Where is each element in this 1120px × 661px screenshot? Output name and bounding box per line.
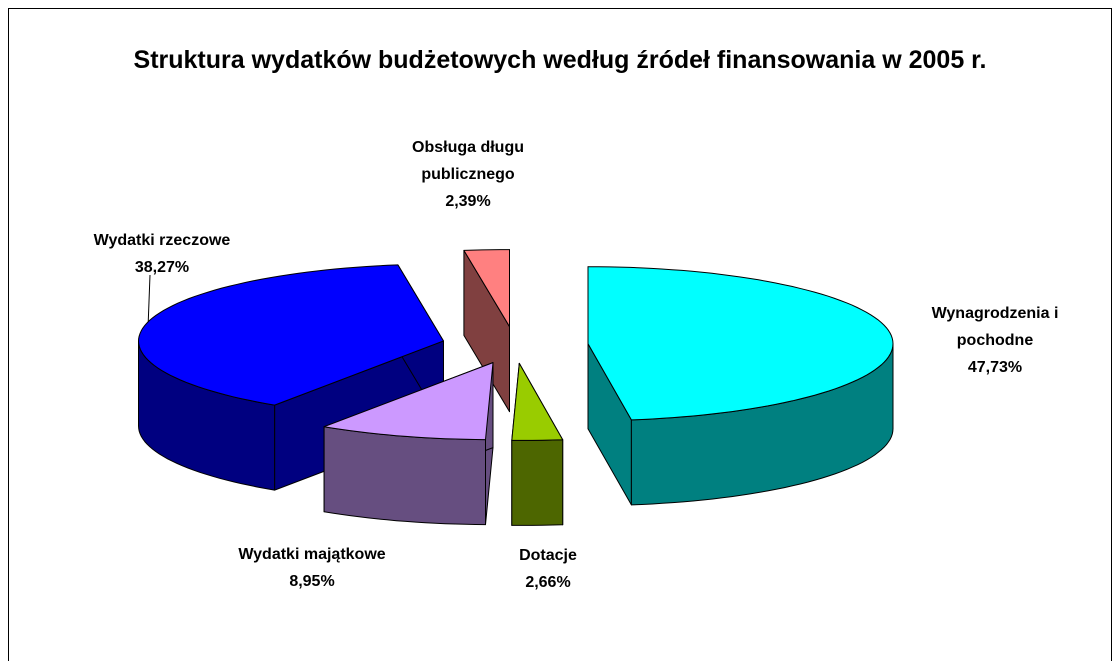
value-label: 2,39% xyxy=(445,193,491,210)
slice xyxy=(587,266,894,421)
value-label: 47,73% xyxy=(967,359,1023,376)
chart-title: Struktura wydatków budżetowych według źr… xyxy=(133,46,987,74)
data-label: Wynagrodzenia i pochodne 47,73% xyxy=(895,300,1095,381)
slice xyxy=(511,362,564,441)
data-label: Wydatki rzeczowe 38,27% xyxy=(42,227,282,281)
data-label: Wydatki majątkowe 8,95% xyxy=(192,541,432,595)
leader-line xyxy=(147,274,151,329)
slice xyxy=(323,362,494,441)
chart-frame xyxy=(8,8,1112,661)
value-label: 8,95% xyxy=(289,573,335,590)
category-label: Obsługa długu publicznego xyxy=(412,139,524,183)
slice xyxy=(463,249,510,328)
category-label: Wydatki rzeczowe xyxy=(93,232,231,249)
data-label: Obsługa długu publicznego 2,39% xyxy=(393,134,543,215)
slice xyxy=(138,264,444,406)
value-label: 2,66% xyxy=(525,574,571,591)
slice-side xyxy=(511,439,564,526)
category-label: Wydatki majątkowe xyxy=(238,546,386,563)
data-label: Dotacje 2,66% xyxy=(488,542,608,596)
category-label: Dotacje xyxy=(519,547,577,564)
slice-side xyxy=(323,426,486,526)
category-label: Wynagrodzenia i pochodne xyxy=(931,305,1059,349)
value-label: 38,27% xyxy=(134,259,190,276)
